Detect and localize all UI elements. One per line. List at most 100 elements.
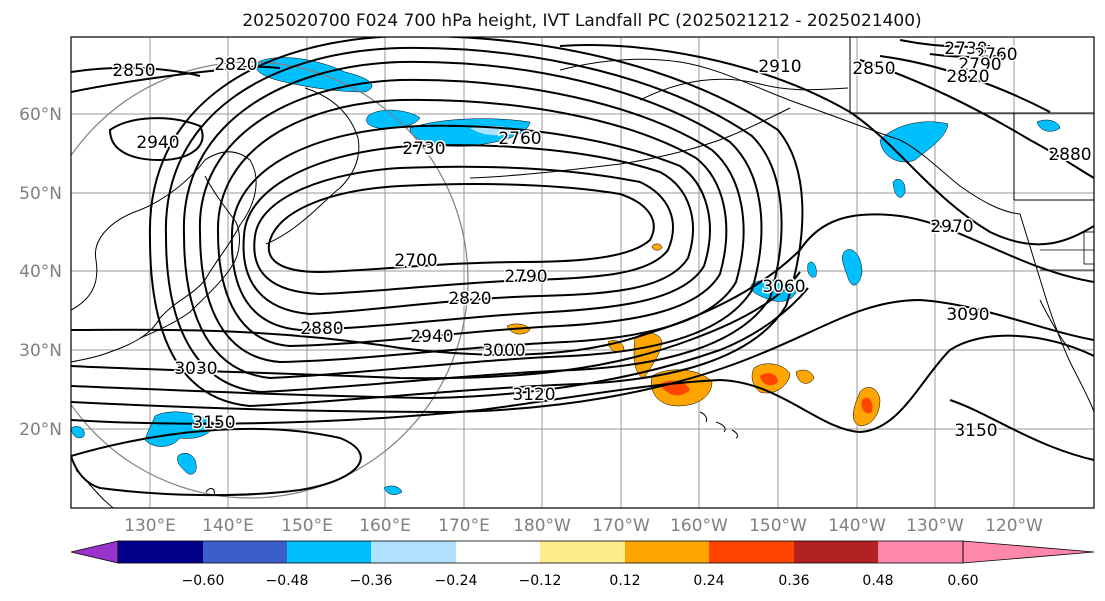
lon-label: 130°E	[124, 516, 176, 536]
coastlines	[71, 58, 1094, 508]
influence-circle	[71, 61, 469, 499]
lon-label: 180°W	[513, 516, 571, 536]
coastline-north-america	[1019, 213, 1094, 413]
contour-2880	[182, 60, 763, 380]
colorbar-tick-label: 0.60	[947, 573, 978, 589]
contour-label: 2760	[974, 45, 1017, 65]
colorbar-tick-label: 0.48	[862, 573, 893, 589]
shade-orange	[651, 243, 663, 251]
shade-blue	[807, 261, 817, 278]
contour-3000	[71, 213, 1094, 356]
contour-2730	[253, 165, 674, 296]
contour-2790	[230, 124, 711, 332]
shade-blue	[842, 249, 863, 286]
shade-blue	[750, 279, 797, 302]
lat-label: 50°N	[19, 184, 62, 204]
contour-2880-ne	[859, 59, 1094, 179]
contour-label: 2700	[394, 251, 437, 271]
contour-3090	[71, 298, 1094, 414]
contour-3150	[71, 427, 362, 497]
shade-blue	[1036, 119, 1061, 132]
contour-label: 3000	[482, 341, 525, 361]
contour-label: 2940	[136, 133, 179, 153]
shade-orange	[795, 369, 815, 384]
colorbar-segment	[118, 541, 203, 563]
contour-label: 2760	[498, 129, 541, 149]
lat-label: 60°N	[19, 105, 62, 125]
colorbar: −0.60 −0.48 −0.36 −0.24 −0.12 0.12 0.24 …	[70, 540, 1095, 589]
shade-red	[861, 397, 873, 414]
colorbar-ticks: −0.60 −0.48 −0.36 −0.24 −0.12 0.12 0.24 …	[182, 573, 979, 589]
contour-label: 2820	[448, 289, 491, 309]
contour-label: 3150	[954, 421, 997, 441]
figure-title: 2025020700 F024 700 hPa height, IVT Land…	[242, 11, 921, 31]
colorbar-tick-label: −0.60	[182, 573, 225, 589]
colorbar-tick-label: −0.24	[435, 573, 478, 589]
shade-blue	[383, 485, 403, 495]
contour-2820	[216, 98, 728, 348]
contour-label: 2730	[402, 139, 445, 159]
contour-label: 2880	[1048, 145, 1091, 165]
lon-label: 150°W	[749, 516, 807, 536]
colorbar-extension-high	[962, 540, 1095, 564]
political-boundaries	[849, 37, 1094, 271]
contour-label: 2820	[946, 67, 989, 87]
coastline-hawaii	[699, 411, 739, 439]
colorbar-segment	[878, 541, 963, 563]
contour-label: 2790	[958, 55, 1001, 75]
colorbar-tick-label: −0.48	[266, 573, 309, 589]
contour-2850-ne	[879, 55, 1051, 113]
contour-label: 3030	[174, 359, 217, 379]
lon-label: 140°E	[202, 516, 254, 536]
lat-label: 20°N	[19, 420, 62, 440]
contour-label: 3150	[192, 413, 235, 433]
contour-label: 3090	[946, 305, 989, 325]
lon-label: 160°E	[359, 516, 411, 536]
colorbar-extension-low	[70, 540, 119, 564]
coastline-alaska-north	[639, 78, 849, 101]
contour-label: 2850	[852, 59, 895, 79]
contour-3150-east	[949, 399, 1094, 461]
contour-label: 2880	[300, 319, 343, 339]
contour-labels: 2850 2820 2940 2730 2760 2910 2850 2730 …	[111, 38, 1093, 443]
coastline-alaska	[559, 58, 1021, 215]
contour-3120	[71, 334, 1094, 434]
coastline-baja	[1039, 299, 1071, 351]
map-panel: 2850 2820 2940 2730 2760 2910 2850 2730 …	[70, 36, 1095, 509]
contour-label: 2850	[112, 61, 155, 81]
contour-2910	[164, 46, 783, 394]
contour-2970	[559, 43, 1094, 246]
contour-label: 2970	[930, 217, 973, 237]
contour-label: 2820	[214, 55, 257, 75]
colorbar-tick-label: 0.24	[693, 573, 724, 589]
lon-label: 120°W	[985, 516, 1043, 536]
contour-2940-west	[108, 117, 204, 162]
longitude-labels: 130°E 140°E 150°E 160°E 170°E 180°W 170°…	[124, 516, 1043, 536]
contour-2730-ne	[899, 39, 991, 48]
colorbar-segment	[371, 541, 456, 563]
contour-3060	[71, 287, 809, 400]
lon-label: 130°W	[906, 516, 964, 536]
shade-blue	[177, 453, 197, 475]
coastline-kamchatka	[265, 87, 360, 245]
lon-label: 160°W	[670, 516, 728, 536]
map-frame	[70, 36, 1095, 509]
latitude-labels: 60°N 50°N 40°N 30°N 20°N	[19, 105, 62, 440]
colorbar-tick-label: −0.12	[519, 573, 562, 589]
colorbar-tick-label: 0.12	[609, 573, 640, 589]
colorbar-segment	[540, 541, 625, 563]
contour-2940	[148, 37, 804, 408]
contour-2760	[242, 144, 694, 316]
colorbar-segment	[203, 541, 287, 563]
colorbar-segment	[709, 541, 794, 563]
lat-label: 40°N	[19, 262, 62, 282]
contour-2760-ne	[929, 53, 1011, 58]
contour-label: 2790	[504, 267, 547, 287]
colorbar-tick-label: 0.36	[778, 573, 809, 589]
height-contours	[71, 37, 1094, 497]
colorbar-segment	[625, 541, 709, 563]
lat-label: 30°N	[19, 341, 62, 361]
lon-label: 170°W	[592, 516, 650, 536]
shade-red	[760, 373, 778, 386]
colorbar-segment	[456, 541, 540, 563]
